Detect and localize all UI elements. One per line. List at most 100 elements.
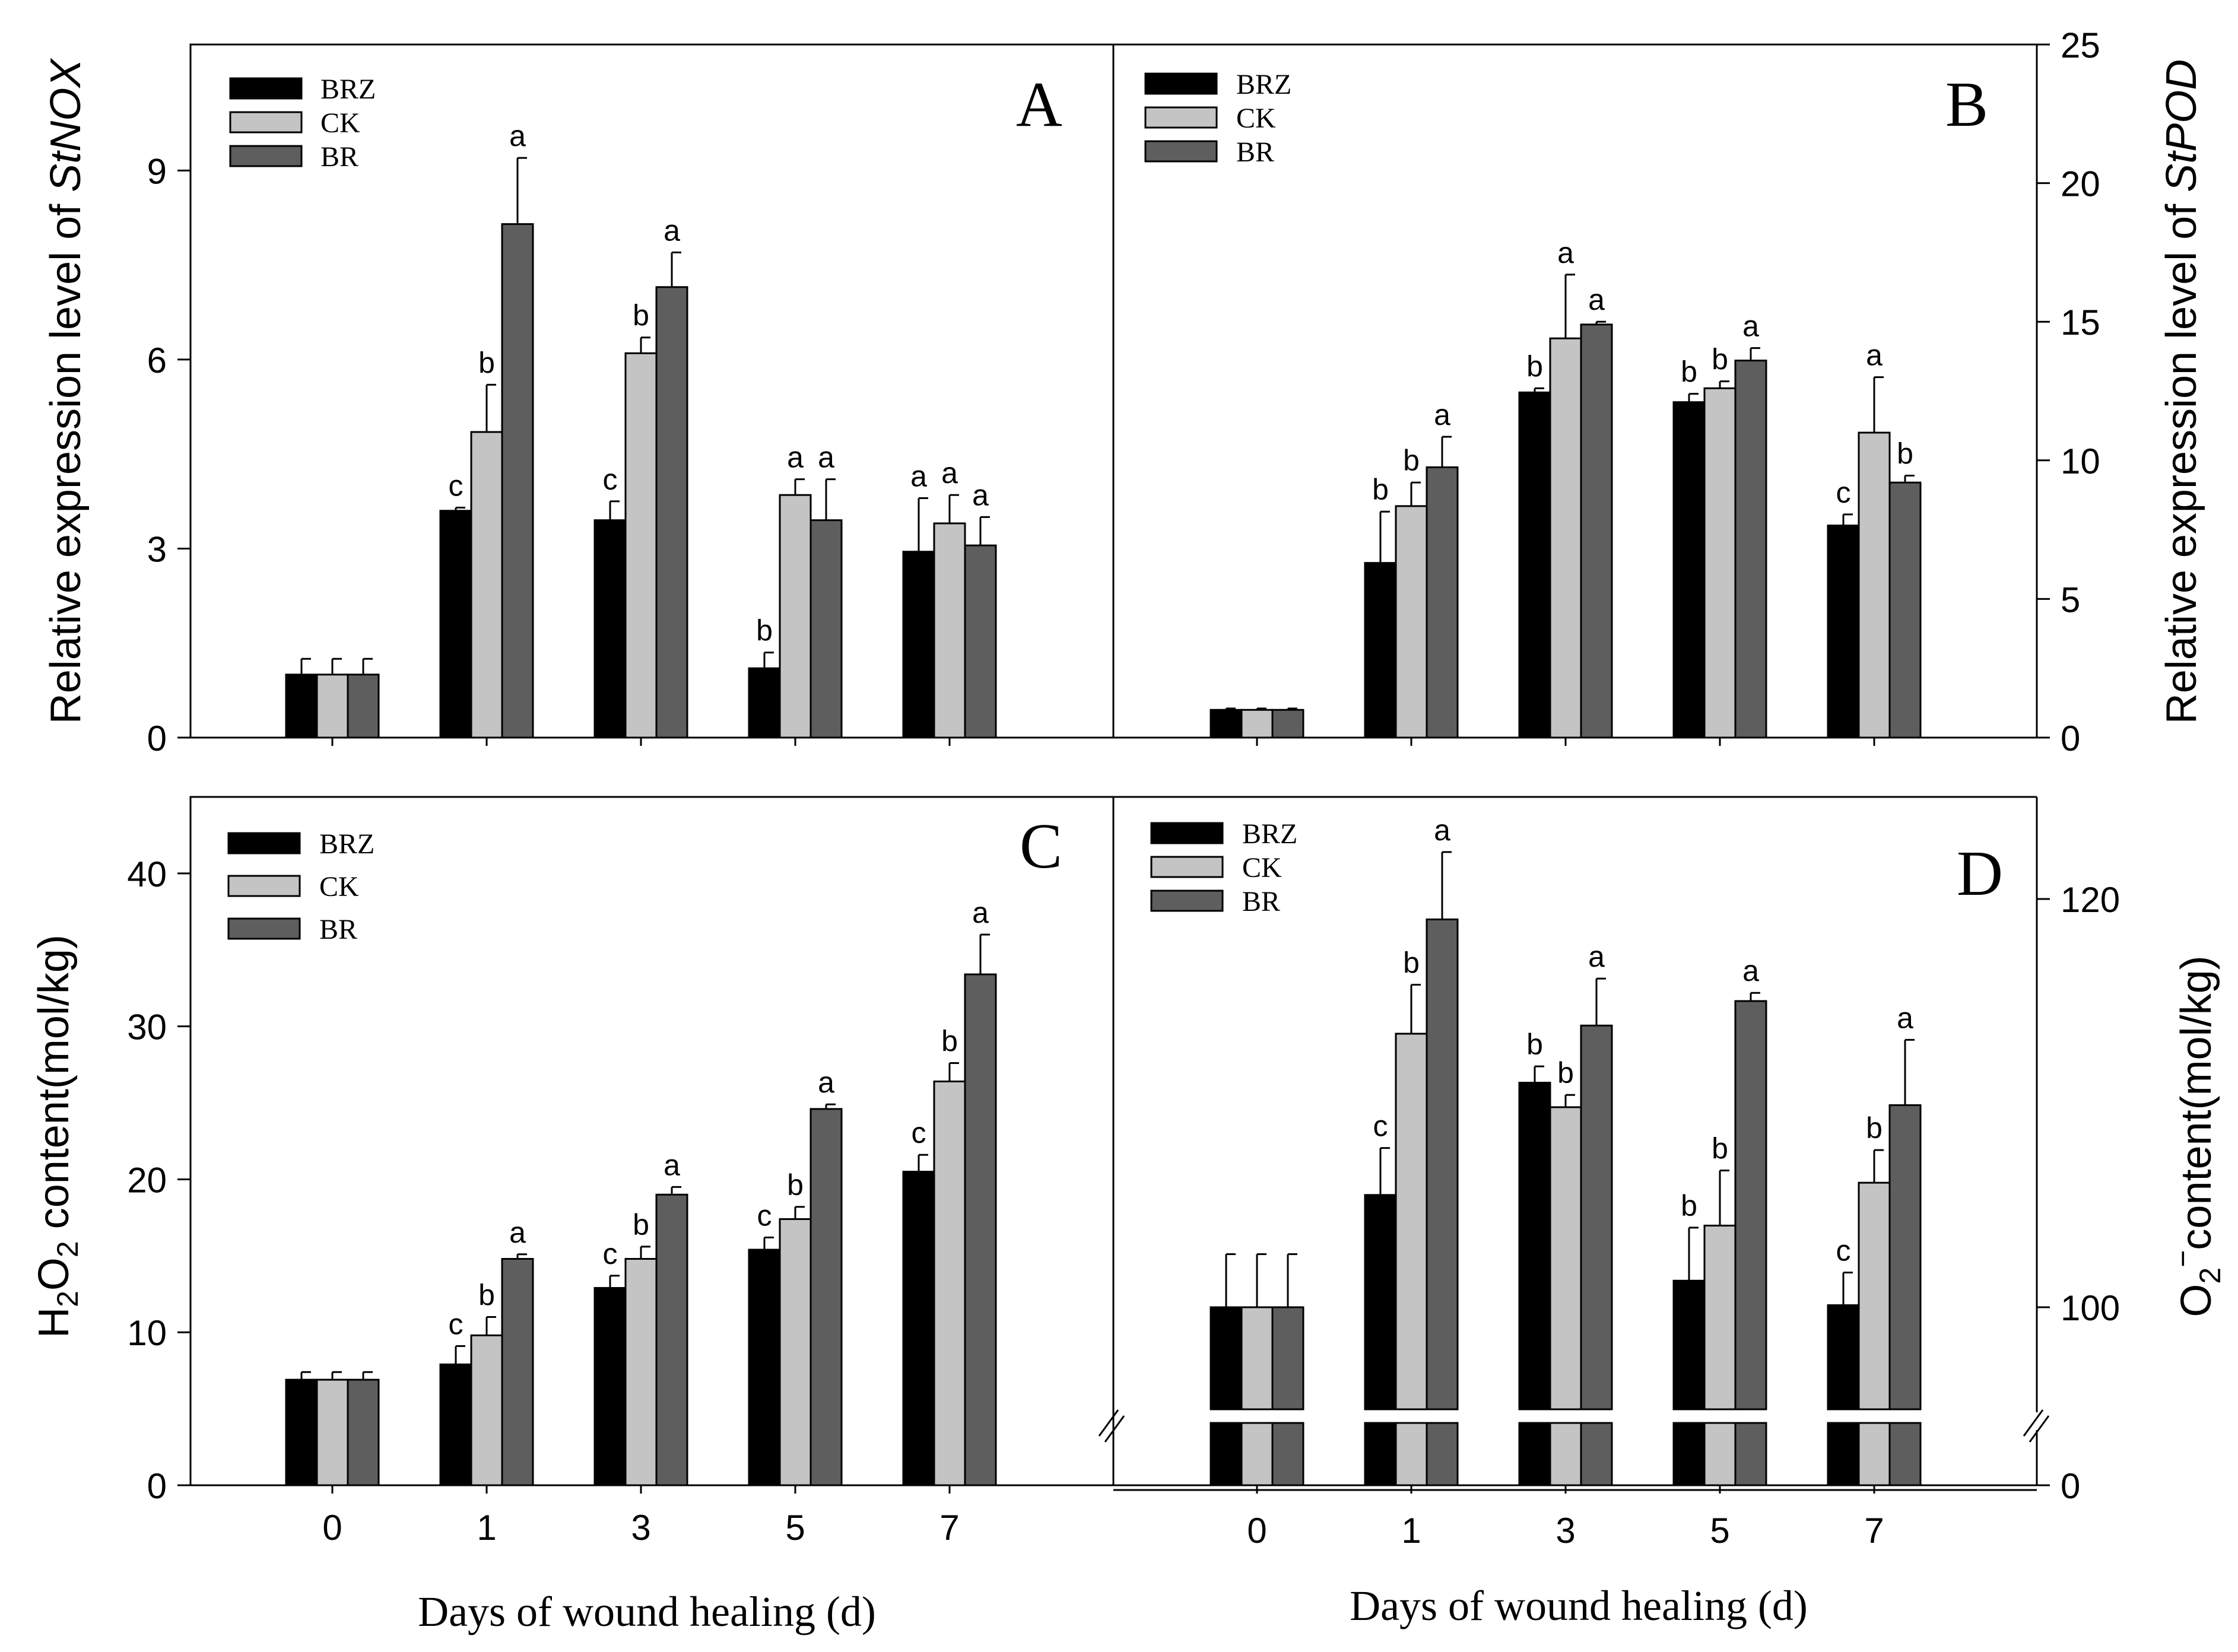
significance-letter-d-br-3: a — [1742, 954, 1759, 987]
legend-label-b-brz: BRZ — [1236, 69, 1291, 100]
bar-a-brz-0 — [285, 673, 318, 739]
legend-swatch-d-br — [1150, 889, 1224, 912]
axis-break-mark-d — [2023, 1409, 2050, 1443]
axis-break-mark-c — [1098, 1409, 1125, 1443]
bar-lower-d-brz-4 — [1827, 1422, 1860, 1486]
bar-a-ck-4 — [933, 522, 966, 739]
legend-label-c-brz: BRZ — [319, 828, 374, 860]
y-tick-label-d-1: 100 — [2061, 1288, 2120, 1328]
x-tick-label-c-2: 3 — [631, 1508, 650, 1548]
y-tick-label-c-2: 20 — [127, 1160, 167, 1200]
bar-c-br-2 — [655, 1193, 688, 1486]
bar-d-brz-3 — [1672, 1279, 1706, 1410]
bar-a-ck-3 — [779, 494, 812, 739]
significance-letter-d-brz-2: b — [1526, 1028, 1543, 1061]
bar-b-brz-0 — [1210, 709, 1243, 739]
y-axis-title-b-prefix: Relative expression level of — [2158, 192, 2205, 724]
bar-c-ck-2 — [624, 1257, 658, 1486]
legend-swatch-c-brz — [227, 832, 301, 854]
significance-letter-b-brz-4: c — [1836, 476, 1851, 509]
significance-letter-d-br-1: a — [1434, 814, 1450, 847]
y-tick-label-d-0: 0 — [2061, 1466, 2080, 1506]
bar-a-ck-0 — [316, 673, 349, 739]
x-tick-label-d-3: 5 — [1710, 1511, 1729, 1551]
significance-letter-c-ck-4: b — [941, 1025, 958, 1058]
bar-b-ck-4 — [1858, 431, 1891, 739]
significance-letter-b-ck-4: a — [1866, 339, 1883, 372]
significance-letter-a-brz-2: c — [603, 463, 618, 496]
bar-lower-d-brz-1 — [1364, 1422, 1397, 1486]
significance-letter-b-ck-3: b — [1712, 343, 1728, 376]
legend-label-a-brz: BRZ — [320, 74, 376, 105]
legend-label-a-br: BR — [320, 141, 358, 173]
significance-letter-a-ck-2: b — [633, 299, 649, 332]
significance-letter-b-brz-1: b — [1372, 473, 1389, 506]
bar-a-br-1 — [501, 223, 534, 739]
bar-c-br-4 — [964, 973, 997, 1486]
y-tick-label-a-2: 6 — [147, 341, 167, 380]
legend-swatch-b-ck — [1144, 106, 1218, 129]
bar-c-br-1 — [501, 1257, 534, 1486]
bar-a-brz-4 — [902, 551, 935, 739]
bar-b-br-0 — [1271, 709, 1304, 739]
y-axis-title-c: H2O2 content(mol/kg) — [30, 935, 84, 1338]
y-axis-title-b-gene: StPOD — [2158, 59, 2205, 192]
significance-letter-c-brz-2: c — [603, 1237, 618, 1270]
legend-label-b-ck: CK — [1236, 103, 1276, 134]
significance-letter-d-ck-4: b — [1866, 1111, 1883, 1145]
x-axis-title-left: Days of wound healing (d) — [418, 1588, 876, 1635]
bar-a-br-4 — [964, 544, 997, 739]
bar-lower-d-brz-0 — [1210, 1422, 1243, 1486]
bar-c-brz-4 — [902, 1171, 935, 1486]
y-tick-label-c-3: 30 — [127, 1008, 167, 1047]
bar-b-br-2 — [1580, 323, 1613, 739]
bar-c-brz-2 — [593, 1286, 627, 1486]
significance-letter-d-br-4: a — [1897, 1001, 1913, 1034]
panel-label-a: A — [1016, 69, 1062, 140]
significance-letter-d-ck-1: b — [1403, 946, 1420, 979]
x-tick-label-c-1: 1 — [477, 1508, 496, 1548]
significance-letter-b-ck-1: b — [1403, 444, 1420, 477]
significance-letter-d-ck-2: b — [1557, 1056, 1574, 1089]
x-tick-label-d-1: 1 — [1401, 1511, 1421, 1551]
significance-letter-c-ck-1: b — [478, 1278, 495, 1311]
significance-letter-b-br-1: a — [1434, 398, 1450, 431]
bar-c-ck-1 — [470, 1334, 503, 1486]
bar-d-ck-2 — [1549, 1106, 1582, 1410]
bar-a-brz-1 — [439, 510, 472, 739]
bar-b-brz-4 — [1827, 525, 1860, 739]
bar-lower-d-ck-2 — [1549, 1422, 1582, 1486]
y-tick-label-c-4: 40 — [127, 854, 167, 894]
significance-letter-c-br-3: a — [818, 1066, 834, 1099]
bar-b-br-1 — [1426, 466, 1459, 739]
y-tick-label-b-0: 0 — [2061, 719, 2080, 758]
bar-c-brz-0 — [285, 1378, 318, 1486]
y-tick-label-a-3: 9 — [147, 151, 167, 191]
bar-c-ck-3 — [779, 1218, 812, 1486]
significance-letter-a-br-3: a — [818, 441, 834, 474]
significance-letter-c-ck-3: b — [787, 1168, 804, 1202]
significance-letter-c-brz-3: c — [757, 1199, 772, 1232]
bar-b-ck-2 — [1549, 337, 1582, 739]
y-axis-title-d: O2−content(mol/kg) — [2166, 955, 2227, 1317]
significance-letter-a-ck-4: a — [941, 456, 958, 490]
y-tick-label-b-2: 10 — [2061, 441, 2100, 481]
bar-lower-d-br-1 — [1426, 1422, 1459, 1486]
y-tick-label-b-5: 25 — [2061, 26, 2100, 65]
significance-letter-a-ck-3: a — [787, 441, 804, 474]
y-axis-title-a: Relative expression level of StNOX — [42, 58, 90, 724]
legend-swatch-a-brz — [229, 77, 303, 100]
bar-d-br-4 — [1888, 1104, 1922, 1410]
significance-letter-c-brz-1: c — [449, 1307, 464, 1340]
legend-swatch-c-br — [227, 917, 301, 940]
legend-swatch-c-ck — [227, 875, 301, 897]
significance-letter-a-ck-1: b — [478, 346, 495, 379]
bar-a-brz-3 — [748, 667, 781, 739]
y-tick-label-a-1: 3 — [147, 529, 167, 569]
bar-lower-d-br-4 — [1888, 1422, 1922, 1486]
bar-lower-d-ck-1 — [1395, 1422, 1428, 1486]
